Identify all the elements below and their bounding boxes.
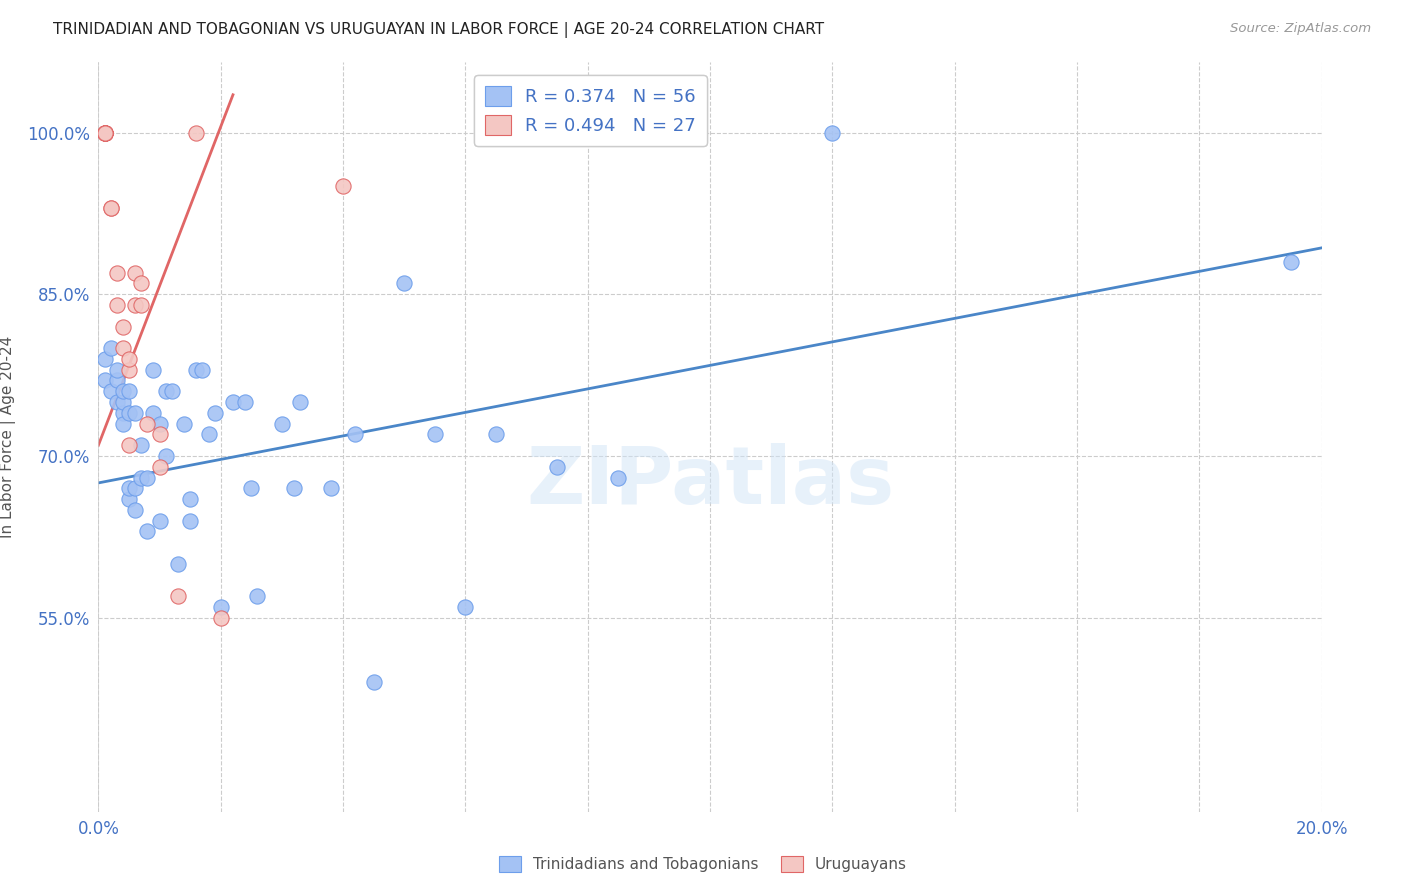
Point — [111, 395, 134, 409]
Point — [136, 417, 159, 431]
Point — [111, 417, 134, 431]
Point — [129, 470, 152, 484]
Point — [124, 298, 146, 312]
Point — [392, 277, 416, 291]
Point — [363, 675, 385, 690]
Point — [100, 384, 122, 399]
Point — [118, 406, 141, 420]
Point — [118, 351, 141, 366]
Text: Source: ZipAtlas.com: Source: ZipAtlas.com — [1230, 22, 1371, 36]
Point — [283, 481, 305, 495]
Point — [204, 406, 226, 420]
Point — [111, 406, 134, 420]
Point — [93, 126, 115, 140]
Text: ZIPatlas: ZIPatlas — [526, 443, 894, 521]
Point — [100, 341, 122, 355]
Point — [93, 126, 115, 140]
Point — [186, 126, 208, 140]
Point — [118, 362, 141, 376]
Point — [142, 362, 165, 376]
Point — [118, 481, 141, 495]
Point — [105, 374, 128, 388]
Point — [240, 481, 263, 495]
Point — [136, 470, 159, 484]
Point — [155, 449, 177, 463]
Point — [332, 179, 354, 194]
Point — [197, 427, 219, 442]
Point — [105, 298, 128, 312]
Point — [179, 491, 201, 506]
Point — [186, 362, 208, 376]
Point — [93, 126, 115, 140]
Point — [290, 395, 312, 409]
Point — [118, 384, 141, 399]
Point — [155, 384, 177, 399]
Point — [454, 599, 477, 614]
Point — [270, 417, 292, 431]
Point — [93, 126, 115, 140]
Point — [222, 395, 245, 409]
Point — [546, 459, 568, 474]
Point — [179, 514, 201, 528]
Point — [100, 201, 122, 215]
Point — [233, 395, 256, 409]
Point — [111, 319, 134, 334]
Point — [607, 470, 630, 484]
Point — [93, 126, 115, 140]
Point — [105, 362, 128, 376]
Point — [209, 610, 232, 624]
Y-axis label: In Labor Force | Age 20-24: In Labor Force | Age 20-24 — [0, 336, 15, 538]
Point — [93, 374, 115, 388]
Text: TRINIDADIAN AND TOBAGONIAN VS URUGUAYAN IN LABOR FORCE | AGE 20-24 CORRELATION C: TRINIDADIAN AND TOBAGONIAN VS URUGUAYAN … — [53, 22, 824, 38]
Point — [111, 384, 134, 399]
Point — [124, 266, 146, 280]
Point — [423, 427, 446, 442]
Point — [93, 126, 115, 140]
Point — [124, 503, 146, 517]
Point — [319, 481, 342, 495]
Point — [111, 341, 134, 355]
Point — [124, 406, 146, 420]
Point — [105, 395, 128, 409]
Point — [173, 417, 195, 431]
Point — [167, 557, 190, 571]
Point — [149, 514, 172, 528]
Point — [821, 126, 844, 140]
Point — [149, 427, 172, 442]
Point — [118, 438, 141, 452]
Point — [160, 384, 183, 399]
Point — [118, 491, 141, 506]
Point — [142, 406, 165, 420]
Point — [149, 417, 172, 431]
Point — [124, 481, 146, 495]
Point — [246, 589, 269, 603]
Point — [93, 351, 115, 366]
Point — [129, 298, 152, 312]
Point — [93, 126, 115, 140]
Point — [344, 427, 367, 442]
Point — [1279, 255, 1302, 269]
Point — [129, 277, 152, 291]
Point — [100, 201, 122, 215]
Legend: Trinidadians and Tobagonians, Uruguayans: Trinidadians and Tobagonians, Uruguayans — [492, 848, 914, 880]
Point — [167, 589, 190, 603]
Point — [136, 524, 159, 539]
Point — [129, 438, 152, 452]
Point — [485, 427, 508, 442]
Point — [209, 599, 232, 614]
Point — [149, 459, 172, 474]
Point — [105, 266, 128, 280]
Legend: R = 0.374   N = 56, R = 0.494   N = 27: R = 0.374 N = 56, R = 0.494 N = 27 — [474, 75, 707, 145]
Point — [191, 362, 214, 376]
